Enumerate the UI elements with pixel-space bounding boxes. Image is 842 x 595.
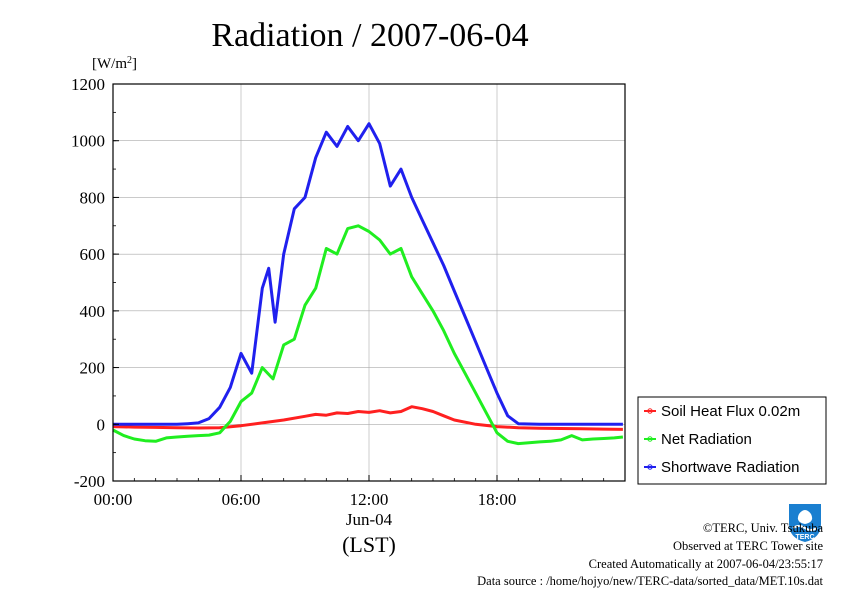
y-axis-unit: [W/m2] bbox=[92, 55, 137, 73]
legend-marker bbox=[647, 408, 653, 414]
footer-source: Data source : /home/hojyo/new/TERC-data/… bbox=[477, 574, 823, 588]
y-tick-label: 1000 bbox=[71, 132, 105, 151]
x-tick-label: 12:00 bbox=[350, 490, 389, 509]
x-tick-label: 18:00 bbox=[478, 490, 517, 509]
x-tick-label: 06:00 bbox=[222, 490, 261, 509]
footer-created: Created Automatically at 2007-06-04/23:5… bbox=[589, 557, 823, 571]
y-tick-label: 400 bbox=[80, 302, 106, 321]
x-axis-unit-label: (LST) bbox=[342, 532, 396, 557]
y-tick-label: 1200 bbox=[71, 75, 105, 94]
y-tick-label: -200 bbox=[74, 472, 105, 491]
y-tick-label: 0 bbox=[97, 415, 106, 434]
y-tick-label: 200 bbox=[80, 359, 106, 378]
x-axis-date-label: Jun-04 bbox=[346, 510, 393, 529]
legend-marker bbox=[647, 464, 653, 470]
legend-marker bbox=[647, 436, 653, 442]
y-tick-label: 800 bbox=[80, 188, 106, 207]
legend-label: Soil Heat Flux 0.02m bbox=[661, 403, 800, 420]
series-line-net-radiation bbox=[112, 224, 624, 446]
x-tick-label: 00:00 bbox=[94, 490, 133, 509]
footer-site: Observed at TERC Tower site bbox=[673, 539, 823, 553]
series-line-shortwave-radiation bbox=[113, 122, 623, 426]
chart-title: Radiation / 2007-06-04 bbox=[211, 17, 528, 54]
series-line-soil-heat-flux-0-02m bbox=[112, 405, 623, 431]
legend-label: Net Radiation bbox=[661, 431, 752, 448]
legend: Soil Heat Flux 0.02m Net Radiation Shortwa… bbox=[637, 396, 827, 485]
axis-ticks bbox=[112, 83, 626, 482]
series-layer bbox=[112, 122, 624, 446]
grid-lines bbox=[113, 84, 625, 481]
legend-label: Shortwave Radiation bbox=[661, 459, 799, 476]
terc-logo: TERC bbox=[789, 504, 821, 542]
logo-text: TERC bbox=[795, 534, 814, 541]
y-tick-label: 600 bbox=[80, 245, 106, 264]
footer-copyright: ©TERC, Univ. Tsukuba bbox=[703, 521, 824, 535]
